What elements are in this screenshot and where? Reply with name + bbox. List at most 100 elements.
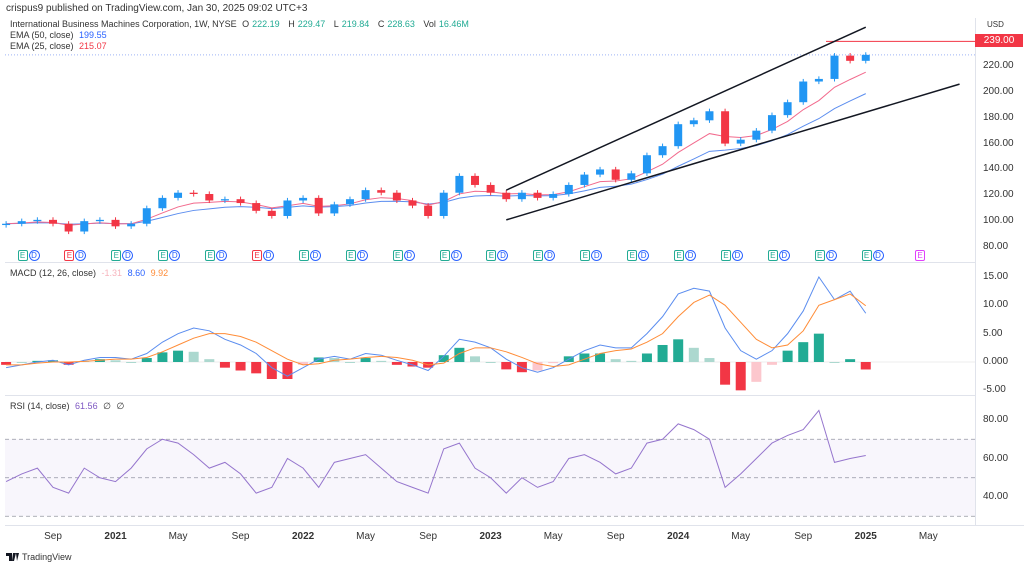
price-tick: 180.00 — [983, 111, 1014, 123]
earnings-icon[interactable]: E — [64, 250, 75, 261]
candle-body — [486, 184, 495, 193]
earnings-icon[interactable]: E — [392, 250, 403, 261]
candle-body — [361, 190, 370, 200]
macd-histogram-bar — [688, 347, 699, 362]
open-value: 222.19 — [252, 19, 280, 29]
macd-histogram-bar — [782, 350, 793, 362]
dividend-icon[interactable]: D — [450, 250, 462, 261]
earnings-icon[interactable]: E — [111, 250, 122, 261]
dividend-icon[interactable]: D — [75, 250, 87, 261]
candle-body — [408, 200, 417, 206]
dividend-icon[interactable]: D — [872, 250, 884, 261]
earnings-icon[interactable]: E — [298, 250, 309, 261]
earnings-icon[interactable]: E — [674, 250, 684, 261]
earnings-icon[interactable]: E — [627, 250, 638, 261]
volume-label: Vol 16.46M — [423, 19, 472, 29]
macd-histogram-bar — [766, 362, 777, 365]
earnings-icon[interactable]: E — [861, 250, 872, 261]
earnings-icon[interactable]: E — [767, 250, 778, 261]
earnings-icon[interactable]: E — [533, 250, 544, 261]
earnings-icon[interactable]: E — [252, 250, 262, 261]
dividend-icon[interactable]: D — [28, 250, 40, 261]
candle-body — [424, 205, 433, 216]
dividend-icon[interactable]: D — [778, 250, 790, 261]
dividend-icon[interactable]: D — [309, 250, 321, 261]
dividend-icon[interactable]: D — [216, 250, 228, 261]
macd-legend[interactable]: MACD (12, 26, close) -1.31 8.60 9.92 — [10, 268, 171, 278]
earnings-icon[interactable]: E — [580, 250, 591, 261]
pane-separator-macd[interactable] — [5, 262, 975, 263]
dividend-icon[interactable]: D — [638, 250, 650, 261]
earnings-icon[interactable]: E — [17, 250, 28, 261]
candle-body — [549, 194, 558, 198]
dividend-icon[interactable]: D — [263, 250, 274, 261]
publish-info: crispus9 published on TradingView.com, J… — [6, 3, 308, 14]
candle-body — [17, 221, 26, 224]
macd-tick: -5.00 — [983, 384, 1006, 396]
candle-body — [658, 146, 667, 156]
dividend-icon[interactable]: D — [169, 250, 181, 261]
dividend-icon[interactable]: D — [685, 250, 696, 261]
rsi-legend[interactable]: RSI (14, close) 61.56 ∅ ∅ — [10, 401, 127, 412]
dividend-icon[interactable]: D — [356, 250, 368, 261]
earnings-icon[interactable]: E — [814, 250, 825, 261]
dividend-icon[interactable]: D — [591, 250, 603, 261]
vol-label: Vol — [423, 19, 436, 29]
candle-body — [674, 124, 683, 147]
candle-body — [830, 55, 839, 79]
candle-body — [627, 173, 636, 180]
price-tick: 220.00 — [983, 60, 1014, 71]
upcoming-earnings-icon[interactable]: E — [915, 250, 925, 261]
earnings-icon[interactable]: E — [439, 250, 450, 261]
ema25-legend[interactable]: EMA (25, close) 215.07 — [10, 41, 110, 51]
earnings-icon[interactable]: E — [158, 250, 169, 261]
ema50-legend[interactable]: EMA (50, close) 199.55 — [10, 30, 110, 40]
candle-body — [596, 169, 605, 175]
dividend-icon[interactable]: D — [497, 250, 509, 261]
low-label: L 219.84 — [334, 19, 373, 29]
dividend-icon[interactable]: D — [731, 250, 743, 261]
time-tick: 2025 — [854, 531, 877, 542]
macd-histogram-bar — [32, 360, 43, 362]
ema50-label: EMA (50, close) — [10, 30, 74, 40]
earnings-icon[interactable]: E — [720, 250, 731, 261]
macd-histogram-bar — [126, 362, 137, 363]
price-tick: 80.00 — [983, 241, 1009, 253]
dividend-icon[interactable]: D — [544, 250, 556, 261]
earnings-icon[interactable]: E — [486, 250, 497, 261]
candle-body — [471, 175, 480, 185]
tradingview-logo[interactable]: TradingView — [6, 552, 72, 562]
macd-histogram-bar — [157, 352, 168, 362]
macd-histogram-bar — [438, 355, 449, 362]
macd-histogram-bar — [829, 362, 840, 363]
dividend-icon[interactable]: D — [825, 250, 837, 261]
dividend-icon[interactable]: D — [122, 250, 134, 261]
macd-value: 8.60 — [127, 268, 146, 278]
earnings-icon[interactable]: E — [345, 250, 356, 261]
macd-histogram-bar — [579, 353, 590, 362]
earnings-icon[interactable]: E — [205, 250, 216, 261]
dividend-icon[interactable]: D — [403, 250, 415, 261]
candle-body — [2, 223, 11, 226]
pane-separator-rsi[interactable] — [5, 395, 975, 396]
